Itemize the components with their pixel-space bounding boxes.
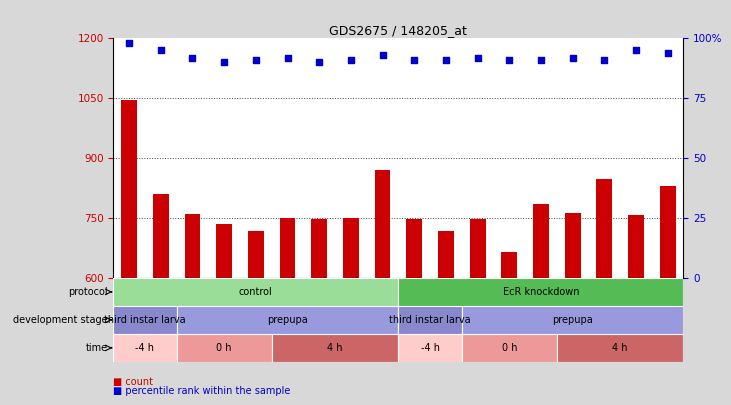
Point bbox=[281, 54, 293, 61]
Bar bbox=[398, 278, 683, 306]
Text: third instar larva: third instar larva bbox=[390, 315, 471, 325]
Bar bbox=[596, 179, 613, 278]
Text: ■ count: ■ count bbox=[113, 377, 154, 387]
Point bbox=[314, 59, 325, 66]
Point bbox=[155, 47, 167, 54]
Point bbox=[471, 54, 483, 61]
Point bbox=[124, 40, 135, 47]
Text: 0 h: 0 h bbox=[216, 343, 232, 353]
Bar bbox=[470, 219, 485, 278]
Bar bbox=[113, 334, 177, 362]
Bar bbox=[406, 219, 422, 278]
Bar bbox=[557, 334, 683, 362]
Text: protocol: protocol bbox=[68, 287, 107, 297]
Text: -4 h: -4 h bbox=[135, 343, 154, 353]
Point bbox=[345, 57, 357, 63]
Bar bbox=[628, 215, 644, 278]
Text: time: time bbox=[86, 343, 107, 353]
Text: 0 h: 0 h bbox=[501, 343, 517, 353]
Point bbox=[662, 49, 673, 56]
Bar bbox=[462, 334, 557, 362]
Text: 4 h: 4 h bbox=[613, 343, 628, 353]
Title: GDS2675 / 148205_at: GDS2675 / 148205_at bbox=[330, 24, 467, 37]
Bar bbox=[398, 306, 462, 334]
Bar bbox=[438, 231, 454, 278]
Bar bbox=[248, 231, 264, 278]
Text: development stage: development stage bbox=[13, 315, 107, 325]
Point bbox=[376, 52, 388, 58]
Point bbox=[186, 54, 198, 61]
Bar bbox=[113, 278, 398, 306]
Point bbox=[250, 57, 262, 63]
Text: control: control bbox=[239, 287, 273, 297]
Text: 4 h: 4 h bbox=[327, 343, 343, 353]
Bar bbox=[279, 218, 295, 278]
Point bbox=[409, 57, 420, 63]
Text: prepupa: prepupa bbox=[552, 315, 593, 325]
Bar bbox=[311, 219, 327, 278]
Bar bbox=[533, 204, 549, 278]
Bar bbox=[184, 214, 200, 278]
Bar bbox=[216, 224, 232, 278]
Point bbox=[535, 57, 547, 63]
Bar bbox=[177, 334, 272, 362]
Point bbox=[630, 47, 642, 54]
Text: -4 h: -4 h bbox=[420, 343, 439, 353]
Point bbox=[440, 57, 452, 63]
Bar bbox=[501, 252, 518, 278]
Bar bbox=[121, 100, 137, 278]
Text: third instar larva: third instar larva bbox=[105, 315, 186, 325]
Text: ■ percentile rank within the sample: ■ percentile rank within the sample bbox=[113, 386, 291, 396]
Bar bbox=[398, 334, 462, 362]
Bar bbox=[660, 186, 675, 278]
Text: EcR knockdown: EcR knockdown bbox=[503, 287, 579, 297]
Bar bbox=[153, 194, 169, 278]
Point bbox=[504, 57, 515, 63]
Bar bbox=[564, 213, 580, 278]
Bar bbox=[272, 334, 398, 362]
Point bbox=[599, 57, 610, 63]
Point bbox=[567, 54, 578, 61]
Bar bbox=[177, 306, 398, 334]
Point bbox=[219, 59, 230, 66]
Text: prepupa: prepupa bbox=[267, 315, 308, 325]
Bar bbox=[462, 306, 683, 334]
Bar bbox=[343, 218, 359, 278]
Bar bbox=[375, 170, 390, 278]
Bar bbox=[113, 306, 177, 334]
